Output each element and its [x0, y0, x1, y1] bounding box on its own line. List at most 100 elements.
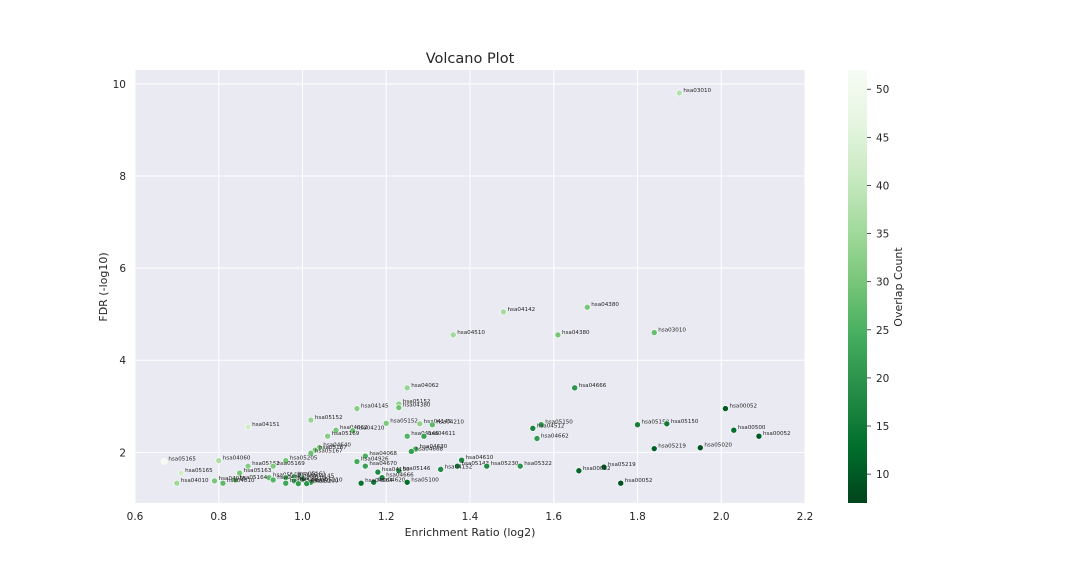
x-tick-label: 1.4 — [462, 511, 479, 523]
point-label: hsa04662 — [541, 434, 569, 440]
scatter-point — [332, 426, 340, 434]
scatter-point — [282, 457, 290, 464]
point-label: hsa05150 — [545, 420, 573, 426]
scatter-point — [571, 384, 578, 392]
point-label: hsa05200 — [311, 479, 339, 485]
y-axis-label: FDR (-log10) — [97, 252, 110, 321]
point-label: hsa05205 — [290, 456, 318, 462]
x-tick-label: 1.8 — [629, 511, 646, 523]
point-label: hsa04620 — [378, 477, 406, 483]
x-tick-label: 0.8 — [210, 511, 227, 523]
point-label: hsa04668 — [415, 446, 443, 452]
point-label: hsa04210 — [436, 420, 464, 426]
scatter-point — [382, 420, 390, 427]
x-tick-label: 0.6 — [127, 511, 144, 523]
scatter-point — [236, 469, 243, 477]
point-label: hsa04610 — [466, 455, 494, 461]
point-label: hsa00052 — [625, 478, 653, 484]
scatter-point — [215, 457, 223, 464]
point-label: hsa04666 — [386, 473, 414, 479]
point-label: hsa04664 — [365, 478, 393, 484]
point-label: hsa04150 — [382, 467, 410, 473]
scatter-point — [408, 448, 415, 455]
point-label: hsa05219 — [658, 444, 686, 450]
scatter-point — [307, 449, 315, 457]
point-label: hsa05150 — [642, 420, 670, 426]
point-label: hsa05165 — [168, 457, 196, 463]
y-tick-label: 8 — [119, 171, 126, 183]
colorbar-tick-label: 50 — [876, 84, 889, 96]
scatter-point — [437, 466, 444, 473]
scatter-point — [378, 474, 386, 481]
y-tick-labels: 2 4 6 8 10 — [113, 79, 127, 460]
point-label: hsa04380 — [403, 403, 431, 409]
scatter-point — [395, 467, 403, 475]
point-label: hsa04512 — [537, 423, 565, 429]
point-label: hsa00052 — [763, 431, 791, 437]
scatter-point — [537, 421, 545, 428]
x-axis-label: Enrichment Ratio (log2) — [405, 526, 536, 539]
scatter-point — [362, 452, 369, 460]
point-label: hsa05219 — [608, 462, 636, 468]
scatter-point — [416, 420, 424, 428]
point-label: hsa04144 — [290, 478, 318, 484]
point-label: hsa03010 — [683, 88, 711, 94]
colorbar-tick-label: 20 — [876, 373, 889, 385]
scatter-point — [232, 476, 239, 484]
scatter-point — [420, 432, 428, 440]
point-label: hsa04666 — [579, 383, 607, 389]
scatter-point — [650, 445, 658, 452]
colorbar-tick-label: 10 — [876, 469, 889, 481]
point-label: hsa05230 — [491, 461, 519, 467]
point-label: hsa04145 — [307, 474, 335, 480]
colorbar-tick-label: 40 — [876, 180, 889, 192]
scatter-point — [583, 303, 591, 311]
scatter-point — [755, 432, 763, 440]
scatter-point — [663, 420, 671, 428]
scatter-point — [370, 478, 377, 486]
point-label: hsa00500 — [738, 425, 766, 431]
scatter-point — [219, 479, 227, 487]
scatter-point — [357, 479, 365, 487]
point-label: hsa05020 — [704, 443, 732, 449]
scatter-point — [676, 89, 683, 97]
point-label: hsa04926 — [361, 457, 389, 463]
scatter-point — [353, 405, 361, 412]
scatter-point — [362, 462, 369, 470]
point-label: hsa05210 — [315, 477, 343, 483]
point-label: hsa04142 — [508, 307, 536, 313]
point-label: hsa04510 — [457, 330, 485, 336]
scatter-point — [575, 467, 583, 475]
colorbar-tick-label: 30 — [876, 277, 889, 289]
point-label: hsa00052 — [729, 404, 757, 410]
point-label: hsa05167 — [319, 445, 347, 451]
scatter-point — [600, 463, 608, 471]
scatter-point — [403, 432, 411, 440]
scatter-point — [533, 435, 541, 442]
chart-title: Volcano Plot — [426, 51, 515, 67]
scatter-point — [244, 462, 252, 470]
x-tick-labels: 0.6 0.8 1.0 1.2 1.4 1.6 1.8 2.0 2.2 — [127, 511, 814, 523]
y-tick-label: 4 — [119, 355, 126, 367]
x-tick-label: 1.6 — [545, 511, 562, 523]
point-label: hsa04380 — [562, 330, 590, 336]
scatter-point — [458, 456, 465, 464]
scatter-point — [269, 476, 277, 484]
colorbar-tick-label: 35 — [876, 229, 889, 241]
scatter-point — [454, 462, 461, 470]
point-label: hsa05169 — [277, 461, 305, 467]
scatter-point — [349, 427, 357, 434]
scatter-point — [299, 475, 306, 482]
point-label: hsa05152 — [315, 415, 343, 421]
scatter-point — [173, 479, 181, 487]
point-label: hsa04630 — [420, 444, 448, 450]
scatter-point — [617, 479, 625, 487]
point-label: hsa05322 — [524, 461, 552, 467]
scatter-point — [353, 458, 361, 465]
scatter-point — [529, 425, 537, 432]
scatter-point — [403, 384, 411, 392]
point-label: hsa05161 — [298, 472, 326, 478]
point-label: hsa05100 — [411, 477, 439, 483]
